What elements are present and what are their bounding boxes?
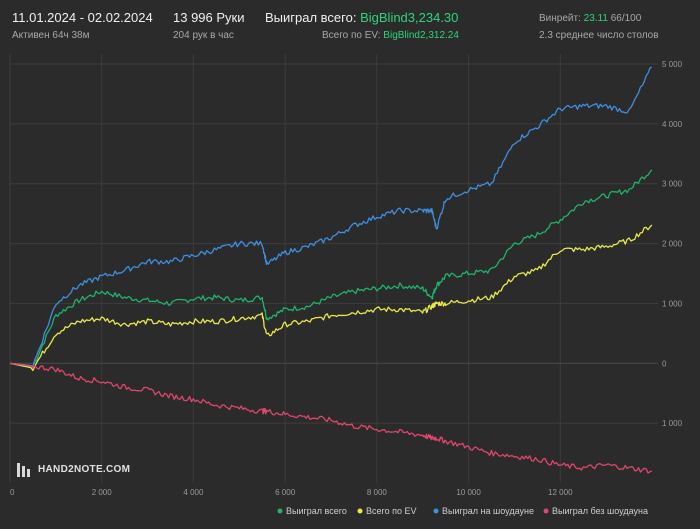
x-tick-label: 4 000 bbox=[183, 488, 204, 497]
winrate-value: 23.11 bbox=[583, 13, 608, 24]
x-tick-label: 6 000 bbox=[275, 488, 296, 497]
ev-total-value: BigBlind2,312.24 bbox=[383, 30, 459, 41]
hands-per-hour: 204 рук в час bbox=[173, 30, 234, 41]
date-range: 11.01.2024 - 02.02.2024 bbox=[12, 10, 153, 25]
y-tick-label: 5 000 bbox=[662, 60, 683, 69]
won-total-label: Выиграл всего: bbox=[265, 10, 357, 25]
y-tick-label: 4 000 bbox=[662, 120, 683, 129]
series-line-0 bbox=[9, 169, 653, 367]
ev-total: Всего по EV: BigBlind2,312.24 bbox=[322, 30, 459, 41]
active-time: Активен 64ч 38м bbox=[12, 30, 90, 41]
series-line-3 bbox=[9, 362, 653, 474]
winrate: Винрейт: 23.11 66/100 bbox=[539, 13, 641, 24]
winrate-label: Винрейт: bbox=[539, 13, 581, 24]
won-total: Выиграл всего: BigBlind3,234.30 bbox=[265, 10, 458, 25]
series-line-1 bbox=[9, 224, 653, 372]
grid-lines bbox=[9, 54, 658, 483]
y-axis-labels: 1 000 0 1 000 2 000 3 000 4 000 5 000 bbox=[662, 60, 683, 428]
logo-text: HAND2NOTE.COM bbox=[38, 464, 131, 475]
legend-marker bbox=[277, 508, 283, 514]
x-tick-label: 2 000 bbox=[92, 488, 113, 497]
y-tick-label: 1 000 bbox=[662, 419, 683, 428]
legend-label: Выиграл на шоудауне bbox=[442, 506, 534, 516]
legend-label: Всего по EV bbox=[366, 506, 416, 516]
series-line-2 bbox=[9, 66, 653, 368]
y-tick-label: 3 000 bbox=[662, 180, 683, 189]
legend-label: Выиграл всего bbox=[286, 506, 347, 516]
x-tick-label: 10 000 bbox=[456, 488, 481, 497]
hands-count: 13 996 Руки bbox=[173, 10, 245, 25]
avg-tables: 2.3 среднее число столов bbox=[539, 30, 659, 41]
y-tick-label: 0 bbox=[662, 359, 667, 368]
winrate-suffix: 66/100 bbox=[610, 13, 642, 24]
legend-marker bbox=[433, 508, 439, 514]
legend: Выиграл всего Всего по EV Выиграл на шоуда… bbox=[277, 506, 648, 516]
x-tick-label: 12 000 bbox=[548, 488, 573, 497]
legend-marker bbox=[357, 508, 363, 514]
hand2note-logo: HAND2NOTE.COM bbox=[16, 461, 130, 481]
hand2note-logo-icon bbox=[17, 463, 30, 477]
x-tick-label: 8 000 bbox=[367, 488, 388, 497]
x-axis-labels: 0 2 000 4 000 6 000 8 000 10 000 12 000 bbox=[10, 488, 573, 497]
won-total-value: BigBlind3,234.30 bbox=[360, 10, 459, 25]
legend-marker bbox=[543, 508, 549, 514]
y-tick-label: 1 000 bbox=[662, 299, 683, 308]
ev-total-label: Всего по EV: bbox=[322, 30, 381, 41]
series-lines bbox=[9, 66, 653, 474]
y-tick-label: 2 000 bbox=[662, 240, 683, 249]
legend-label: Выиграл без шоудауна bbox=[552, 506, 648, 516]
stats-header: 11.01.2024 - 02.02.2024 Активен 64ч 38м … bbox=[0, 0, 700, 48]
x-tick-label: 0 bbox=[10, 488, 15, 497]
